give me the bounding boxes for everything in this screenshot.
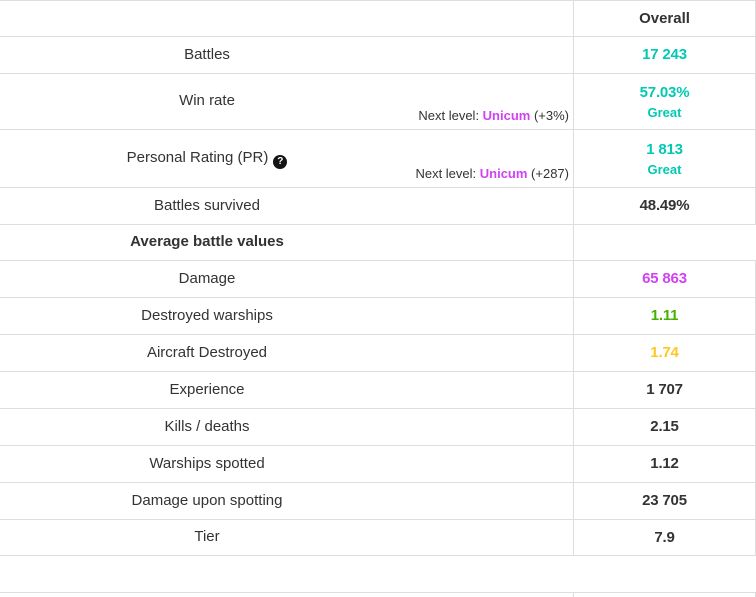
label-win-rate: Win rate: [179, 92, 235, 110]
label-cell-damage-upon-spotting: Damage upon spotting: [0, 483, 574, 519]
row-section-spacer: [0, 556, 756, 593]
row-battles-survived: Battles survived 48.49%: [0, 188, 756, 225]
hint-level: Unicum: [482, 108, 531, 123]
value-cell-aircraft-destroyed: 1.74: [574, 335, 756, 371]
value-cell-battles: 17 243: [574, 37, 756, 73]
label-damage: Damage: [178, 269, 236, 287]
label-cell-tier: Tier: [0, 520, 574, 555]
row-warships-spotted: Warships spotted 1.12: [0, 446, 756, 483]
row-average-battle-values: Average battle values: [0, 225, 756, 261]
row-destroyed-warships: Destroyed warships 1.11: [0, 298, 756, 335]
hint-level: Unicum: [479, 166, 528, 181]
label-cell-kills-deaths: Kills / deaths: [0, 409, 574, 445]
value-cell-personal-rating: 1 813 Great: [574, 130, 756, 187]
label-destroyed-warships: Destroyed warships: [141, 306, 273, 324]
label-battles: Battles: [184, 45, 230, 63]
label-cell-battles-survived: Battles survived: [0, 188, 574, 224]
value-cell-kills-deaths: 2.15: [574, 409, 756, 445]
label-cell-destroyed-warships: Destroyed warships: [0, 298, 574, 334]
value-battles: 17 243: [642, 46, 687, 64]
value-cell-experience: 1 707: [574, 372, 756, 408]
value-cell-warships-spotted: 1.12: [574, 446, 756, 482]
row-tier: Tier 7.9: [0, 520, 756, 556]
value-cell-damage: 65 863: [574, 261, 756, 297]
partial-label-cell: [0, 593, 574, 597]
label-kills-deaths: Kills / deaths: [164, 417, 250, 435]
hint-delta: (+3%): [530, 108, 569, 123]
label-tier: Tier: [194, 528, 220, 546]
row-kills-deaths: Kills / deaths 2.15: [0, 409, 756, 446]
row-experience: Experience 1 707: [0, 372, 756, 409]
label-cell-warships-spotted: Warships spotted: [0, 446, 574, 482]
help-circle-icon[interactable]: ?: [273, 154, 288, 169]
rows-container: Battles 17 243 Win rate Next level: Unicum …: [0, 37, 756, 597]
header-label-cell: [0, 1, 574, 36]
label-experience: Experience: [169, 380, 245, 398]
label-cell-experience: Experience: [0, 372, 574, 408]
value-damage: 65 863: [642, 270, 687, 288]
label-aircraft-destroyed: Aircraft Destroyed: [146, 343, 268, 361]
table-header-row: Overall: [0, 1, 756, 37]
row-aircraft-destroyed: Aircraft Destroyed 1.74: [0, 335, 756, 372]
label-cell-average-battle-values: Average battle values: [0, 225, 574, 260]
label-damage-upon-spotting: Damage upon spotting: [131, 491, 283, 509]
label-cell-win-rate: Win rate Next level: Unicum (+3%): [0, 74, 574, 129]
row-next-section-partial: [0, 593, 756, 597]
value-cell-win-rate: 57.03% Great: [574, 74, 756, 129]
hint-prefix: Next level:: [415, 166, 480, 181]
value-personal-rating: 1 813: [646, 140, 683, 158]
label-cell-personal-rating: Personal Rating (PR)? Next level: Unicum …: [0, 130, 574, 187]
label-cell-aircraft-destroyed: Aircraft Destroyed: [0, 335, 574, 371]
rating-badge-win-rate: Great: [647, 105, 682, 121]
row-damage: Damage 65 863: [0, 261, 756, 298]
value-warships-spotted: 1.12: [650, 455, 679, 473]
value-cell-tier: 7.9: [574, 520, 756, 555]
value-cell-battles-survived: 48.49%: [574, 188, 756, 224]
value-cell-average-battle-values: [574, 225, 756, 260]
next-level-hint: Next level: Unicum (+3%): [418, 108, 569, 123]
label-battles-survived: Battles survived: [154, 196, 260, 214]
value-cell-destroyed-warships: 1.11: [574, 298, 756, 334]
label-cell-battles: Battles: [0, 37, 574, 73]
partial-value-cell: [574, 593, 756, 597]
row-win-rate: Win rate Next level: Unicum (+3%) 57.03% Gr…: [0, 74, 756, 130]
value-tier: 7.9: [654, 528, 675, 546]
value-cell-damage-upon-spotting: 23 705: [574, 483, 756, 519]
label-average-battle-values: Average battle values: [130, 233, 284, 251]
label-personal-rating: Personal Rating (PR): [126, 148, 269, 166]
header-period-cell: Overall: [574, 1, 756, 36]
next-level-hint: Next level: Unicum (+287): [415, 166, 569, 181]
rating-badge-personal-rating: Great: [647, 162, 682, 178]
row-personal-rating: Personal Rating (PR)? Next level: Unicum …: [0, 130, 756, 188]
hint-prefix: Next level:: [418, 108, 483, 123]
row-battles: Battles 17 243: [0, 37, 756, 74]
column-header-overall: Overall: [639, 10, 690, 27]
value-experience: 1 707: [646, 381, 683, 399]
value-kills-deaths: 2.15: [650, 418, 679, 436]
value-damage-upon-spotting: 23 705: [642, 492, 687, 510]
value-destroyed-warships: 1.11: [650, 307, 679, 325]
label-cell-damage: Damage: [0, 261, 574, 297]
row-damage-upon-spotting: Damage upon spotting 23 705: [0, 483, 756, 520]
value-aircraft-destroyed: 1.74: [650, 344, 679, 362]
value-win-rate: 57.03%: [639, 83, 690, 101]
hint-delta: (+287): [527, 166, 569, 181]
value-battles-survived: 48.49%: [639, 197, 690, 215]
spacer-cell: [0, 556, 756, 592]
label-warships-spotted: Warships spotted: [149, 454, 265, 472]
